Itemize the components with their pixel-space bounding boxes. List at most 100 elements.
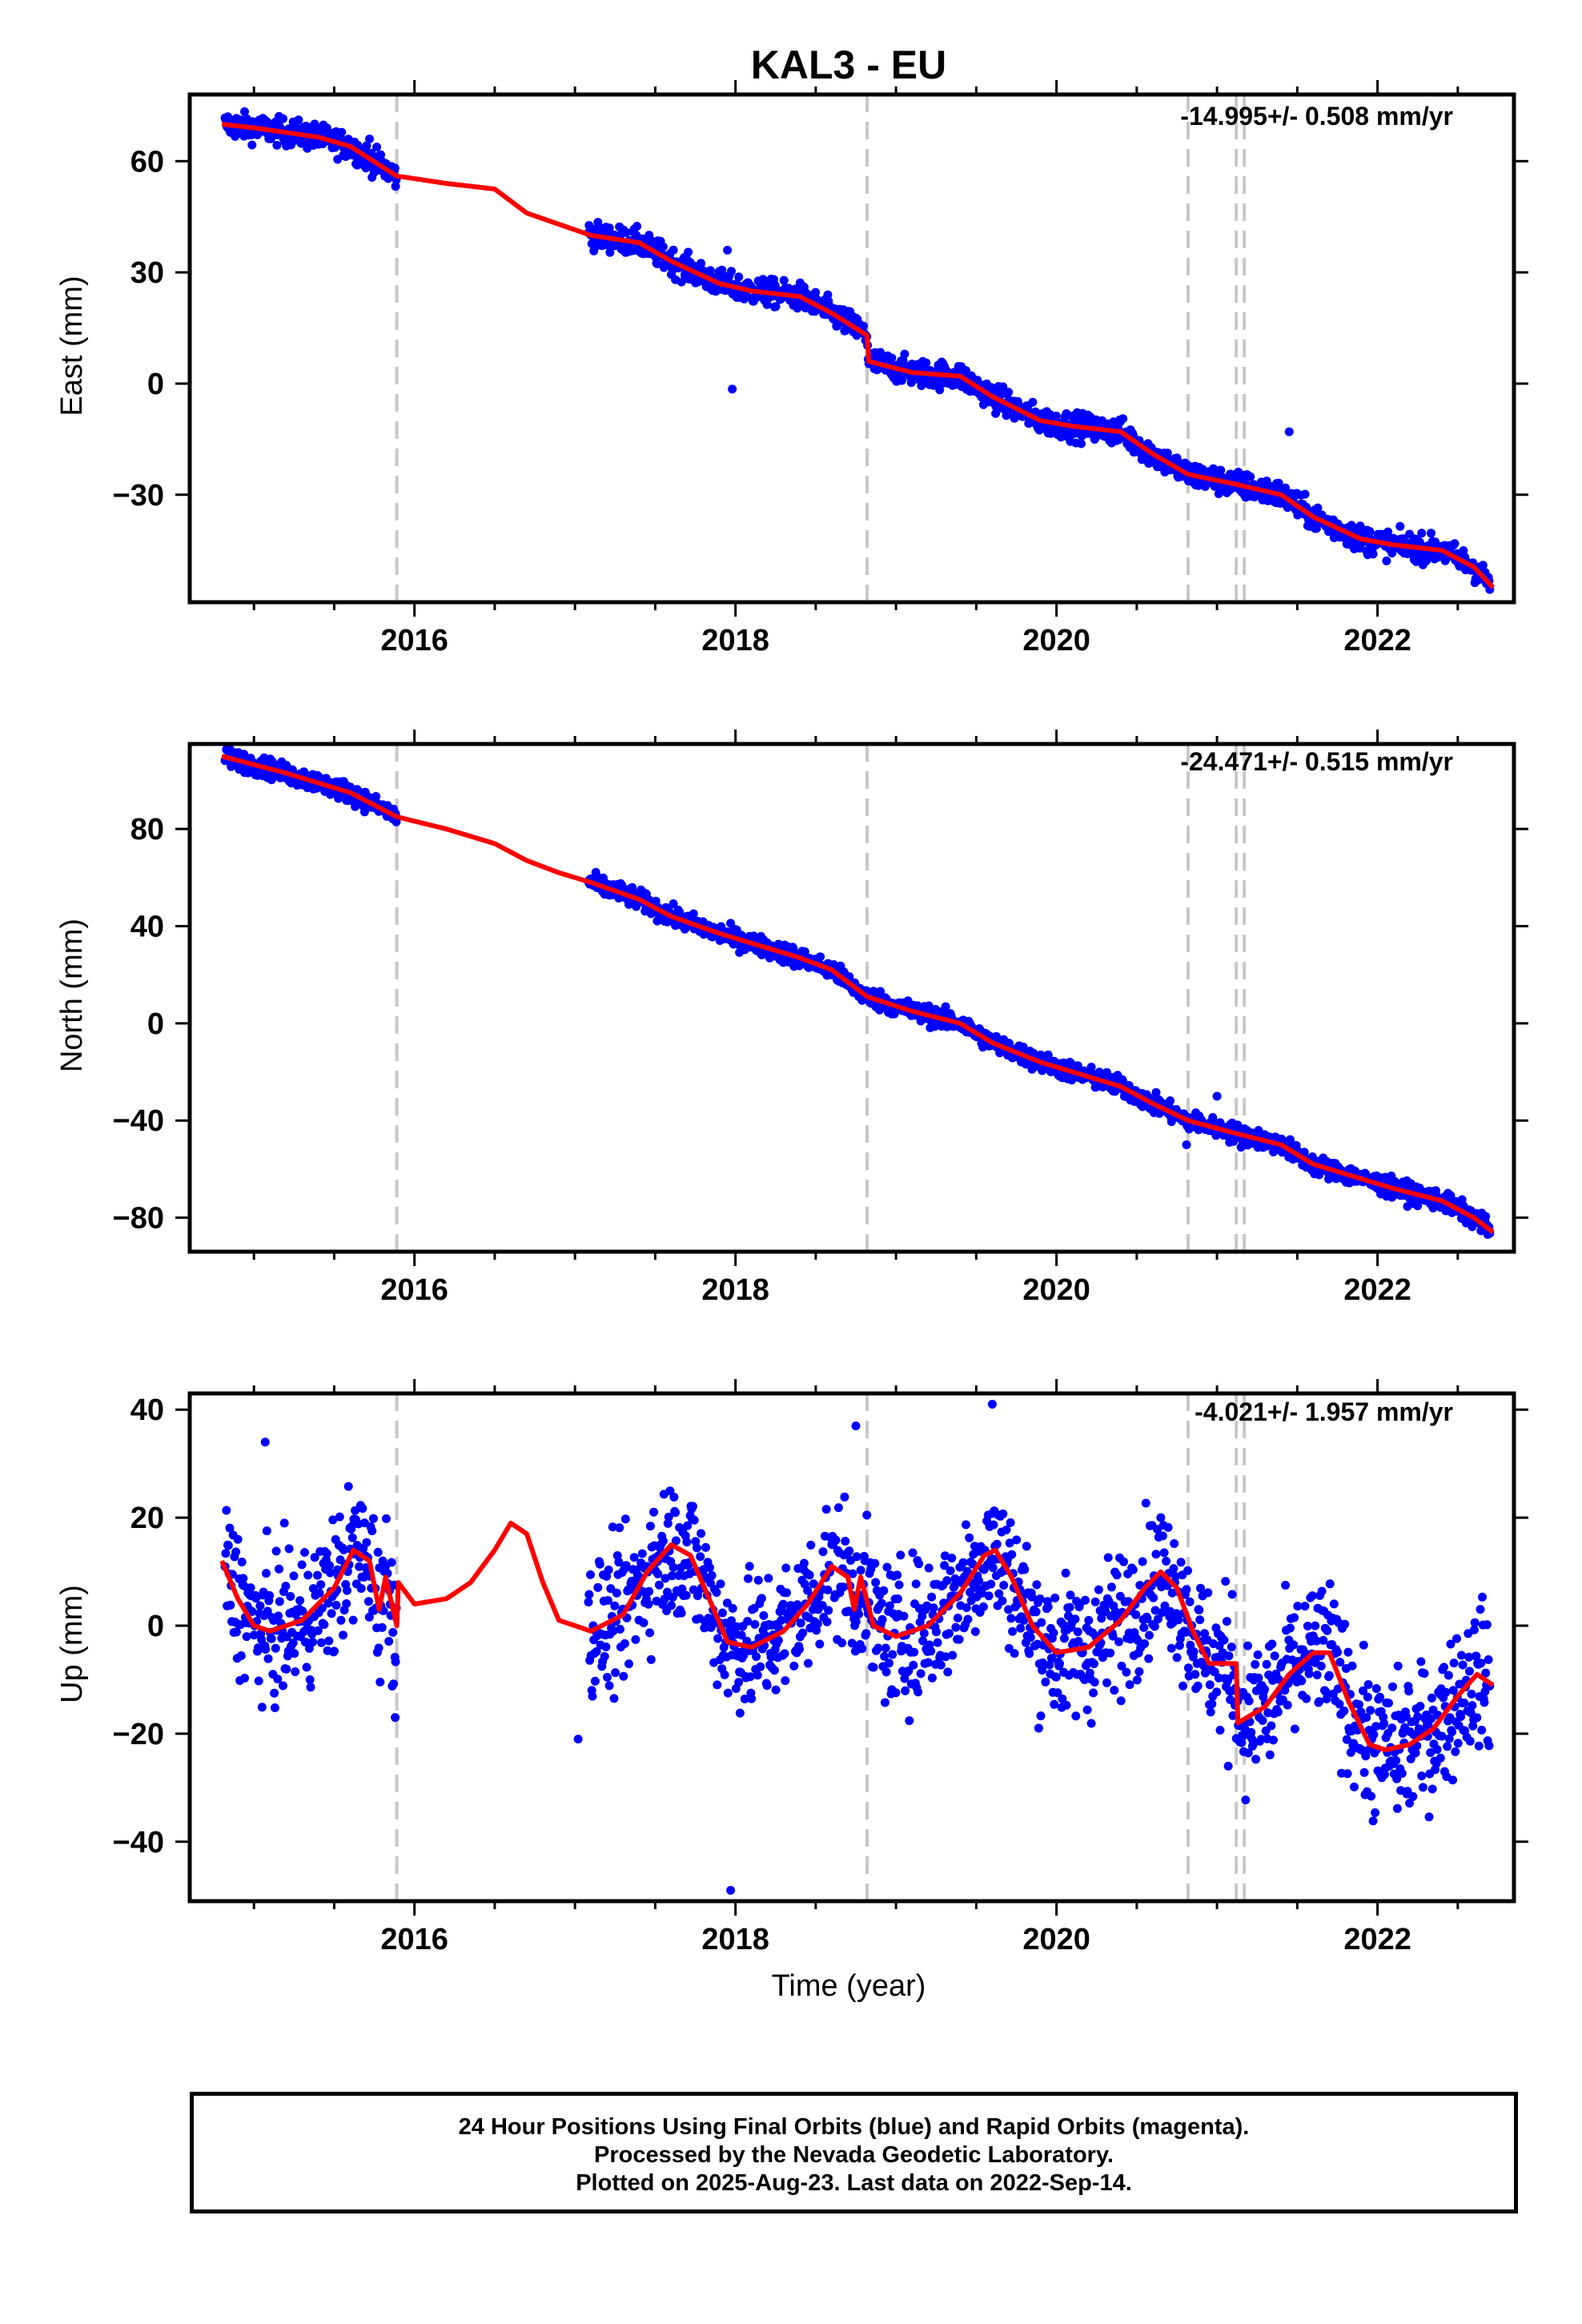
data-point xyxy=(734,272,744,282)
data-point xyxy=(1174,1641,1184,1651)
data-point xyxy=(922,1601,932,1610)
data-point xyxy=(1166,1643,1176,1653)
data-point xyxy=(355,1562,364,1571)
data-point xyxy=(908,1548,917,1558)
y-tick-label: 0 xyxy=(147,368,164,401)
data-point xyxy=(870,1558,880,1568)
data-point xyxy=(593,1582,603,1592)
data-point xyxy=(262,1526,271,1536)
x-axis-label: Time (year) xyxy=(772,1969,926,2003)
data-point xyxy=(1145,1630,1154,1640)
model-fit-line xyxy=(219,1520,1495,1753)
data-point xyxy=(841,1537,850,1546)
data-point xyxy=(1041,1677,1050,1687)
data-point xyxy=(302,1663,311,1672)
data-point xyxy=(1474,1741,1484,1751)
data-point xyxy=(806,1540,816,1550)
data-point xyxy=(1417,1771,1427,1781)
observation-points xyxy=(220,1399,1495,1896)
data-point xyxy=(896,1550,905,1560)
x-tick-label: 2020 xyxy=(1022,1923,1090,1956)
data-point xyxy=(347,1533,357,1542)
data-point xyxy=(247,140,257,150)
data-point xyxy=(356,1584,366,1593)
data-point xyxy=(1469,1625,1479,1634)
data-point xyxy=(1090,1678,1099,1687)
data-point xyxy=(661,1574,670,1583)
data-point xyxy=(279,114,287,123)
data-point xyxy=(604,223,614,232)
data-point xyxy=(837,1638,847,1647)
data-point xyxy=(669,899,678,908)
data-point xyxy=(1267,1721,1276,1731)
y-tick-label: 0 xyxy=(147,1007,164,1041)
data-point xyxy=(697,1529,706,1538)
data-point xyxy=(371,792,381,801)
data-point xyxy=(387,1558,396,1567)
data-point xyxy=(1074,1637,1083,1646)
caption-box: 24 Hour Positions Using Final Orbits (bl… xyxy=(190,2092,1518,2213)
data-point xyxy=(603,1596,612,1605)
data-point xyxy=(1316,1661,1326,1671)
data-point xyxy=(391,1713,400,1723)
data-point xyxy=(282,1664,291,1674)
data-point xyxy=(745,1562,754,1571)
data-point xyxy=(246,1583,255,1593)
data-point xyxy=(247,1606,257,1616)
data-point xyxy=(1368,549,1378,559)
data-point xyxy=(1281,1581,1291,1590)
data-point xyxy=(1382,556,1391,565)
data-point xyxy=(347,1522,356,1531)
data-point xyxy=(271,1546,281,1556)
data-point xyxy=(689,1515,699,1525)
data-point xyxy=(270,1688,279,1698)
caption-line: Processed by the Nevada Geodetic Laborat… xyxy=(594,2142,1114,2168)
data-point xyxy=(817,1601,827,1610)
data-point xyxy=(723,1688,733,1698)
data-point xyxy=(1158,1608,1166,1618)
data-point xyxy=(1182,1585,1191,1594)
data-point xyxy=(677,1584,687,1594)
data-point xyxy=(644,1599,653,1609)
data-point xyxy=(1307,1591,1317,1601)
data-point xyxy=(769,1666,779,1675)
data-point xyxy=(940,1561,950,1570)
data-point xyxy=(877,1598,886,1608)
data-point xyxy=(950,1581,959,1590)
data-point xyxy=(1082,1705,1092,1715)
data-point xyxy=(862,1510,872,1520)
data-point xyxy=(1237,1738,1247,1747)
data-point xyxy=(1185,1597,1195,1606)
data-point xyxy=(330,1647,339,1656)
x-tick-label: 2018 xyxy=(701,1923,769,1956)
data-point xyxy=(1065,1602,1074,1612)
data-point xyxy=(342,1599,351,1608)
data-point xyxy=(1404,1687,1414,1696)
data-point xyxy=(260,1437,270,1447)
data-point xyxy=(637,1549,647,1558)
data-point xyxy=(273,1675,283,1684)
data-point xyxy=(584,1598,593,1606)
data-point xyxy=(1070,1614,1080,1624)
data-point xyxy=(940,1551,950,1561)
data-point xyxy=(262,1569,271,1578)
data-point xyxy=(1419,1669,1429,1679)
data-point xyxy=(1302,1694,1311,1703)
data-point xyxy=(1007,1550,1017,1559)
data-point xyxy=(851,1421,861,1430)
data-point xyxy=(1319,1635,1328,1645)
data-point xyxy=(1350,1782,1359,1791)
data-point xyxy=(1090,1659,1098,1669)
data-point xyxy=(254,1676,263,1686)
data-point xyxy=(1443,1742,1452,1751)
data-point xyxy=(303,1570,313,1580)
data-point xyxy=(295,1596,305,1606)
data-point xyxy=(645,1522,655,1531)
data-point xyxy=(1482,1620,1492,1630)
data-point xyxy=(368,1514,378,1523)
data-point xyxy=(851,1617,861,1626)
y-tick-label: −30 xyxy=(113,479,164,513)
data-point xyxy=(716,1579,725,1589)
data-point xyxy=(375,1677,385,1687)
data-point xyxy=(374,1643,383,1653)
